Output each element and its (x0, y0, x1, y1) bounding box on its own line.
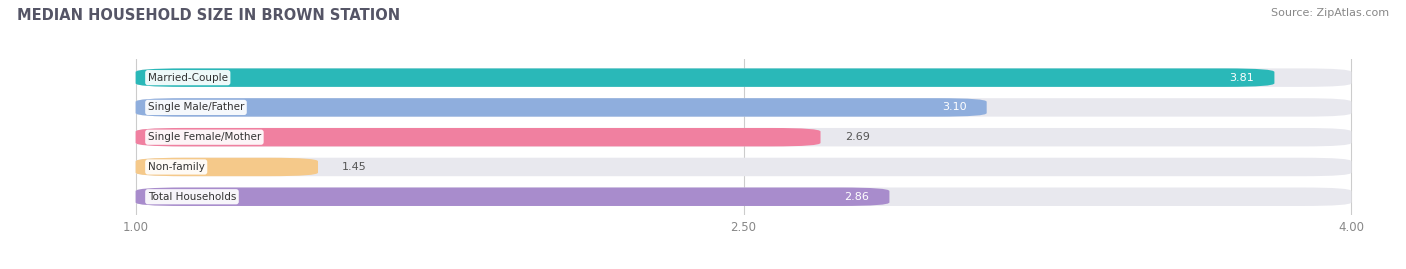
Text: Single Female/Mother: Single Female/Mother (148, 132, 262, 142)
FancyBboxPatch shape (135, 158, 1351, 176)
Text: Source: ZipAtlas.com: Source: ZipAtlas.com (1271, 8, 1389, 18)
Text: Single Male/Father: Single Male/Father (148, 102, 245, 112)
FancyBboxPatch shape (135, 68, 1351, 87)
Text: 2.69: 2.69 (845, 132, 870, 142)
Text: 2.86: 2.86 (844, 192, 869, 202)
FancyBboxPatch shape (135, 158, 318, 176)
Text: 1.45: 1.45 (342, 162, 367, 172)
Text: 3.10: 3.10 (942, 102, 966, 112)
Text: Total Households: Total Households (148, 192, 236, 202)
Text: 3.81: 3.81 (1229, 73, 1254, 83)
FancyBboxPatch shape (135, 98, 987, 117)
Text: Married-Couple: Married-Couple (148, 73, 228, 83)
Text: Non-family: Non-family (148, 162, 205, 172)
FancyBboxPatch shape (135, 128, 1351, 146)
FancyBboxPatch shape (135, 68, 1274, 87)
FancyBboxPatch shape (135, 98, 1351, 117)
FancyBboxPatch shape (135, 187, 1351, 206)
FancyBboxPatch shape (135, 128, 821, 146)
FancyBboxPatch shape (135, 187, 890, 206)
Text: MEDIAN HOUSEHOLD SIZE IN BROWN STATION: MEDIAN HOUSEHOLD SIZE IN BROWN STATION (17, 8, 399, 23)
